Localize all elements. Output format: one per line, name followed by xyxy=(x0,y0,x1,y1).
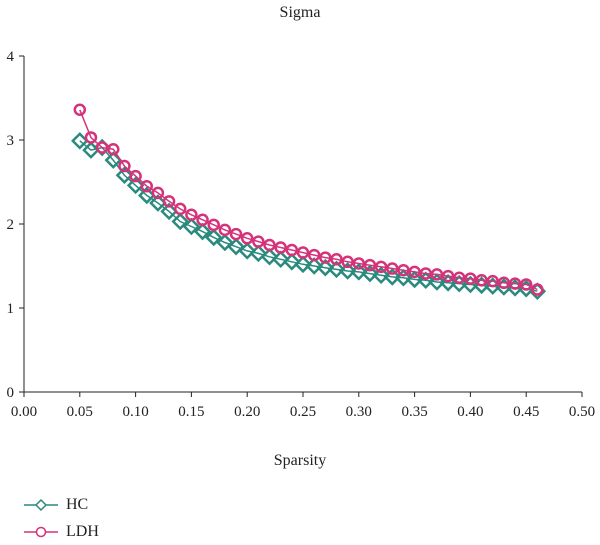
data-point-hc xyxy=(238,242,256,260)
data-point-hc xyxy=(416,271,435,290)
x-tick-label: 0.05 xyxy=(67,404,93,420)
data-point-ldh xyxy=(107,142,120,156)
data-point-ldh xyxy=(386,262,399,275)
data-point-hc xyxy=(71,132,89,150)
data-point-ldh xyxy=(274,241,287,254)
y-tick-label: 1 xyxy=(7,301,15,317)
data-point-ldh xyxy=(352,257,366,270)
data-point-ldh xyxy=(240,232,254,245)
x-tick-label: 0.25 xyxy=(290,404,316,420)
data-point-ldh xyxy=(229,227,243,241)
diamond-marker-icon xyxy=(24,498,58,511)
data-point-hc xyxy=(171,212,190,231)
data-point-ldh xyxy=(464,272,477,285)
data-point-ldh xyxy=(531,283,544,296)
data-point-ldh xyxy=(341,255,354,269)
data-point-hc xyxy=(294,255,312,274)
data-point-hc xyxy=(260,247,279,266)
data-point-hc xyxy=(350,263,368,281)
data-point-ldh xyxy=(408,265,421,279)
data-point-ldh xyxy=(218,223,232,237)
data-point-ldh xyxy=(330,253,343,266)
legend-label-hc: HC xyxy=(66,495,89,513)
line-chart: 0 1 2 3 4 0.00 0.05 0.10 0.15 0.20 0.25 0.30 0.35 0.4… xyxy=(7,49,596,420)
data-point-hc xyxy=(428,273,446,291)
data-point-ldh xyxy=(185,208,198,222)
data-point-hc xyxy=(149,194,167,212)
data-point-ldh xyxy=(95,141,109,154)
data-point-hc xyxy=(137,186,156,205)
x-tick-label: 0.45 xyxy=(513,404,539,420)
x-axis-label: Sparsity xyxy=(273,452,327,469)
data-point-ldh xyxy=(430,268,444,281)
data-point-hc xyxy=(305,257,323,275)
x-tick-label: 0.35 xyxy=(401,404,427,420)
data-point-ldh xyxy=(363,258,377,272)
data-point-ldh xyxy=(296,246,310,259)
data-point-ldh xyxy=(307,248,321,262)
legend: HC LDH xyxy=(24,491,99,545)
data-point-hc xyxy=(249,244,268,263)
data-point-hc xyxy=(182,217,201,236)
legend-item-ldh: LDH xyxy=(24,518,99,545)
data-point-hc xyxy=(193,222,212,241)
x-tick-label: 0.30 xyxy=(346,404,372,420)
data-point-ldh xyxy=(319,251,332,264)
data-point-ldh xyxy=(374,260,388,274)
data-point-hc xyxy=(372,266,390,285)
data-point-hc xyxy=(439,274,457,292)
chart-title: Sigma xyxy=(279,4,321,21)
data-point-hc xyxy=(327,260,346,279)
data-point-ldh xyxy=(118,159,131,173)
data-point-ldh xyxy=(73,103,87,117)
x-tick-label: 0.00 xyxy=(11,404,37,420)
data-point-hc xyxy=(405,270,424,289)
y-tick-label: 0 xyxy=(7,385,15,401)
x-tick-label: 0.15 xyxy=(178,404,204,420)
data-point-hc xyxy=(271,250,290,269)
data-point-ldh xyxy=(207,218,220,232)
data-point-ldh xyxy=(397,263,410,277)
data-point-hc xyxy=(383,268,402,286)
data-point-hc xyxy=(160,202,178,221)
data-point-ldh xyxy=(129,169,142,183)
data-point-hc xyxy=(104,151,123,169)
data-point-hc xyxy=(394,268,413,287)
data-point-hc xyxy=(283,253,301,271)
data-point-ldh xyxy=(173,202,187,216)
data-point-hc xyxy=(361,264,379,283)
data-point-hc xyxy=(316,258,335,277)
x-tick-label: 0.50 xyxy=(569,404,595,420)
data-point-ldh xyxy=(84,131,98,144)
x-tick-label: 0.40 xyxy=(457,404,483,420)
circle-marker-icon xyxy=(24,526,58,537)
data-point-ldh xyxy=(285,243,299,257)
x-tick-label: 0.10 xyxy=(122,404,148,420)
data-point-hc xyxy=(216,233,234,252)
data-point-hc xyxy=(204,228,223,247)
legend-item-hc: HC xyxy=(24,491,99,518)
data-point-ldh xyxy=(196,213,209,227)
data-point-ldh xyxy=(151,186,165,200)
y-tick-label: 4 xyxy=(7,49,15,65)
data-point-hc xyxy=(338,262,357,280)
data-point-ldh xyxy=(441,269,455,283)
data-point-hc xyxy=(126,176,145,195)
data-point-ldh xyxy=(486,274,499,288)
data-point-ldh xyxy=(519,278,533,291)
legend-label-ldh: LDH xyxy=(66,522,99,540)
data-point-ldh xyxy=(140,179,154,193)
y-tick-label: 2 xyxy=(7,217,15,233)
data-point-ldh xyxy=(252,235,265,248)
y-tick-label: 3 xyxy=(7,133,15,149)
data-point-hc xyxy=(227,237,245,256)
data-point-ldh xyxy=(162,195,176,208)
x-tick-label: 0.20 xyxy=(234,404,260,420)
data-point-hc xyxy=(115,166,134,185)
data-point-ldh xyxy=(263,238,276,252)
